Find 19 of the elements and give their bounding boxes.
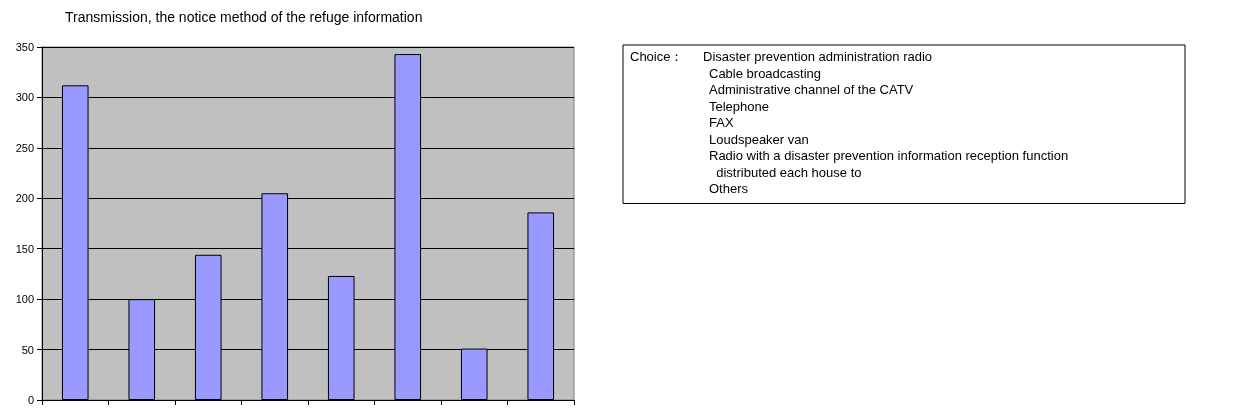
- y-tick-label: 200: [15, 192, 34, 205]
- y-tick-label: 250: [15, 141, 34, 154]
- chart-title: Transmission, the notice method of the refuge information: [65, 9, 423, 25]
- y-tick-label: 300: [15, 91, 34, 104]
- text: Disaster prevention administration radio: [703, 49, 933, 64]
- y-tick-label: 350: [15, 41, 34, 53]
- text: Loudspeaker van: [709, 131, 809, 147]
- text: Others: [709, 181, 749, 196]
- text: FAX: [709, 115, 734, 130]
- text: Radio with a disaster prevention information reception function: [709, 148, 1069, 163]
- y-tick-label: 50: [21, 343, 34, 356]
- text: Administrative channel of the CATV: [709, 82, 914, 97]
- text: Choice：: [630, 49, 684, 64]
- y-tick-label: 0: [27, 394, 34, 406]
- text: Cable broadcasting: [709, 65, 822, 81]
- text: distributed each house to: [709, 164, 862, 180]
- y-tick-label: 100: [15, 293, 34, 306]
- y-tick-label: 150: [15, 242, 34, 255]
- text: Telephone: [709, 98, 769, 114]
